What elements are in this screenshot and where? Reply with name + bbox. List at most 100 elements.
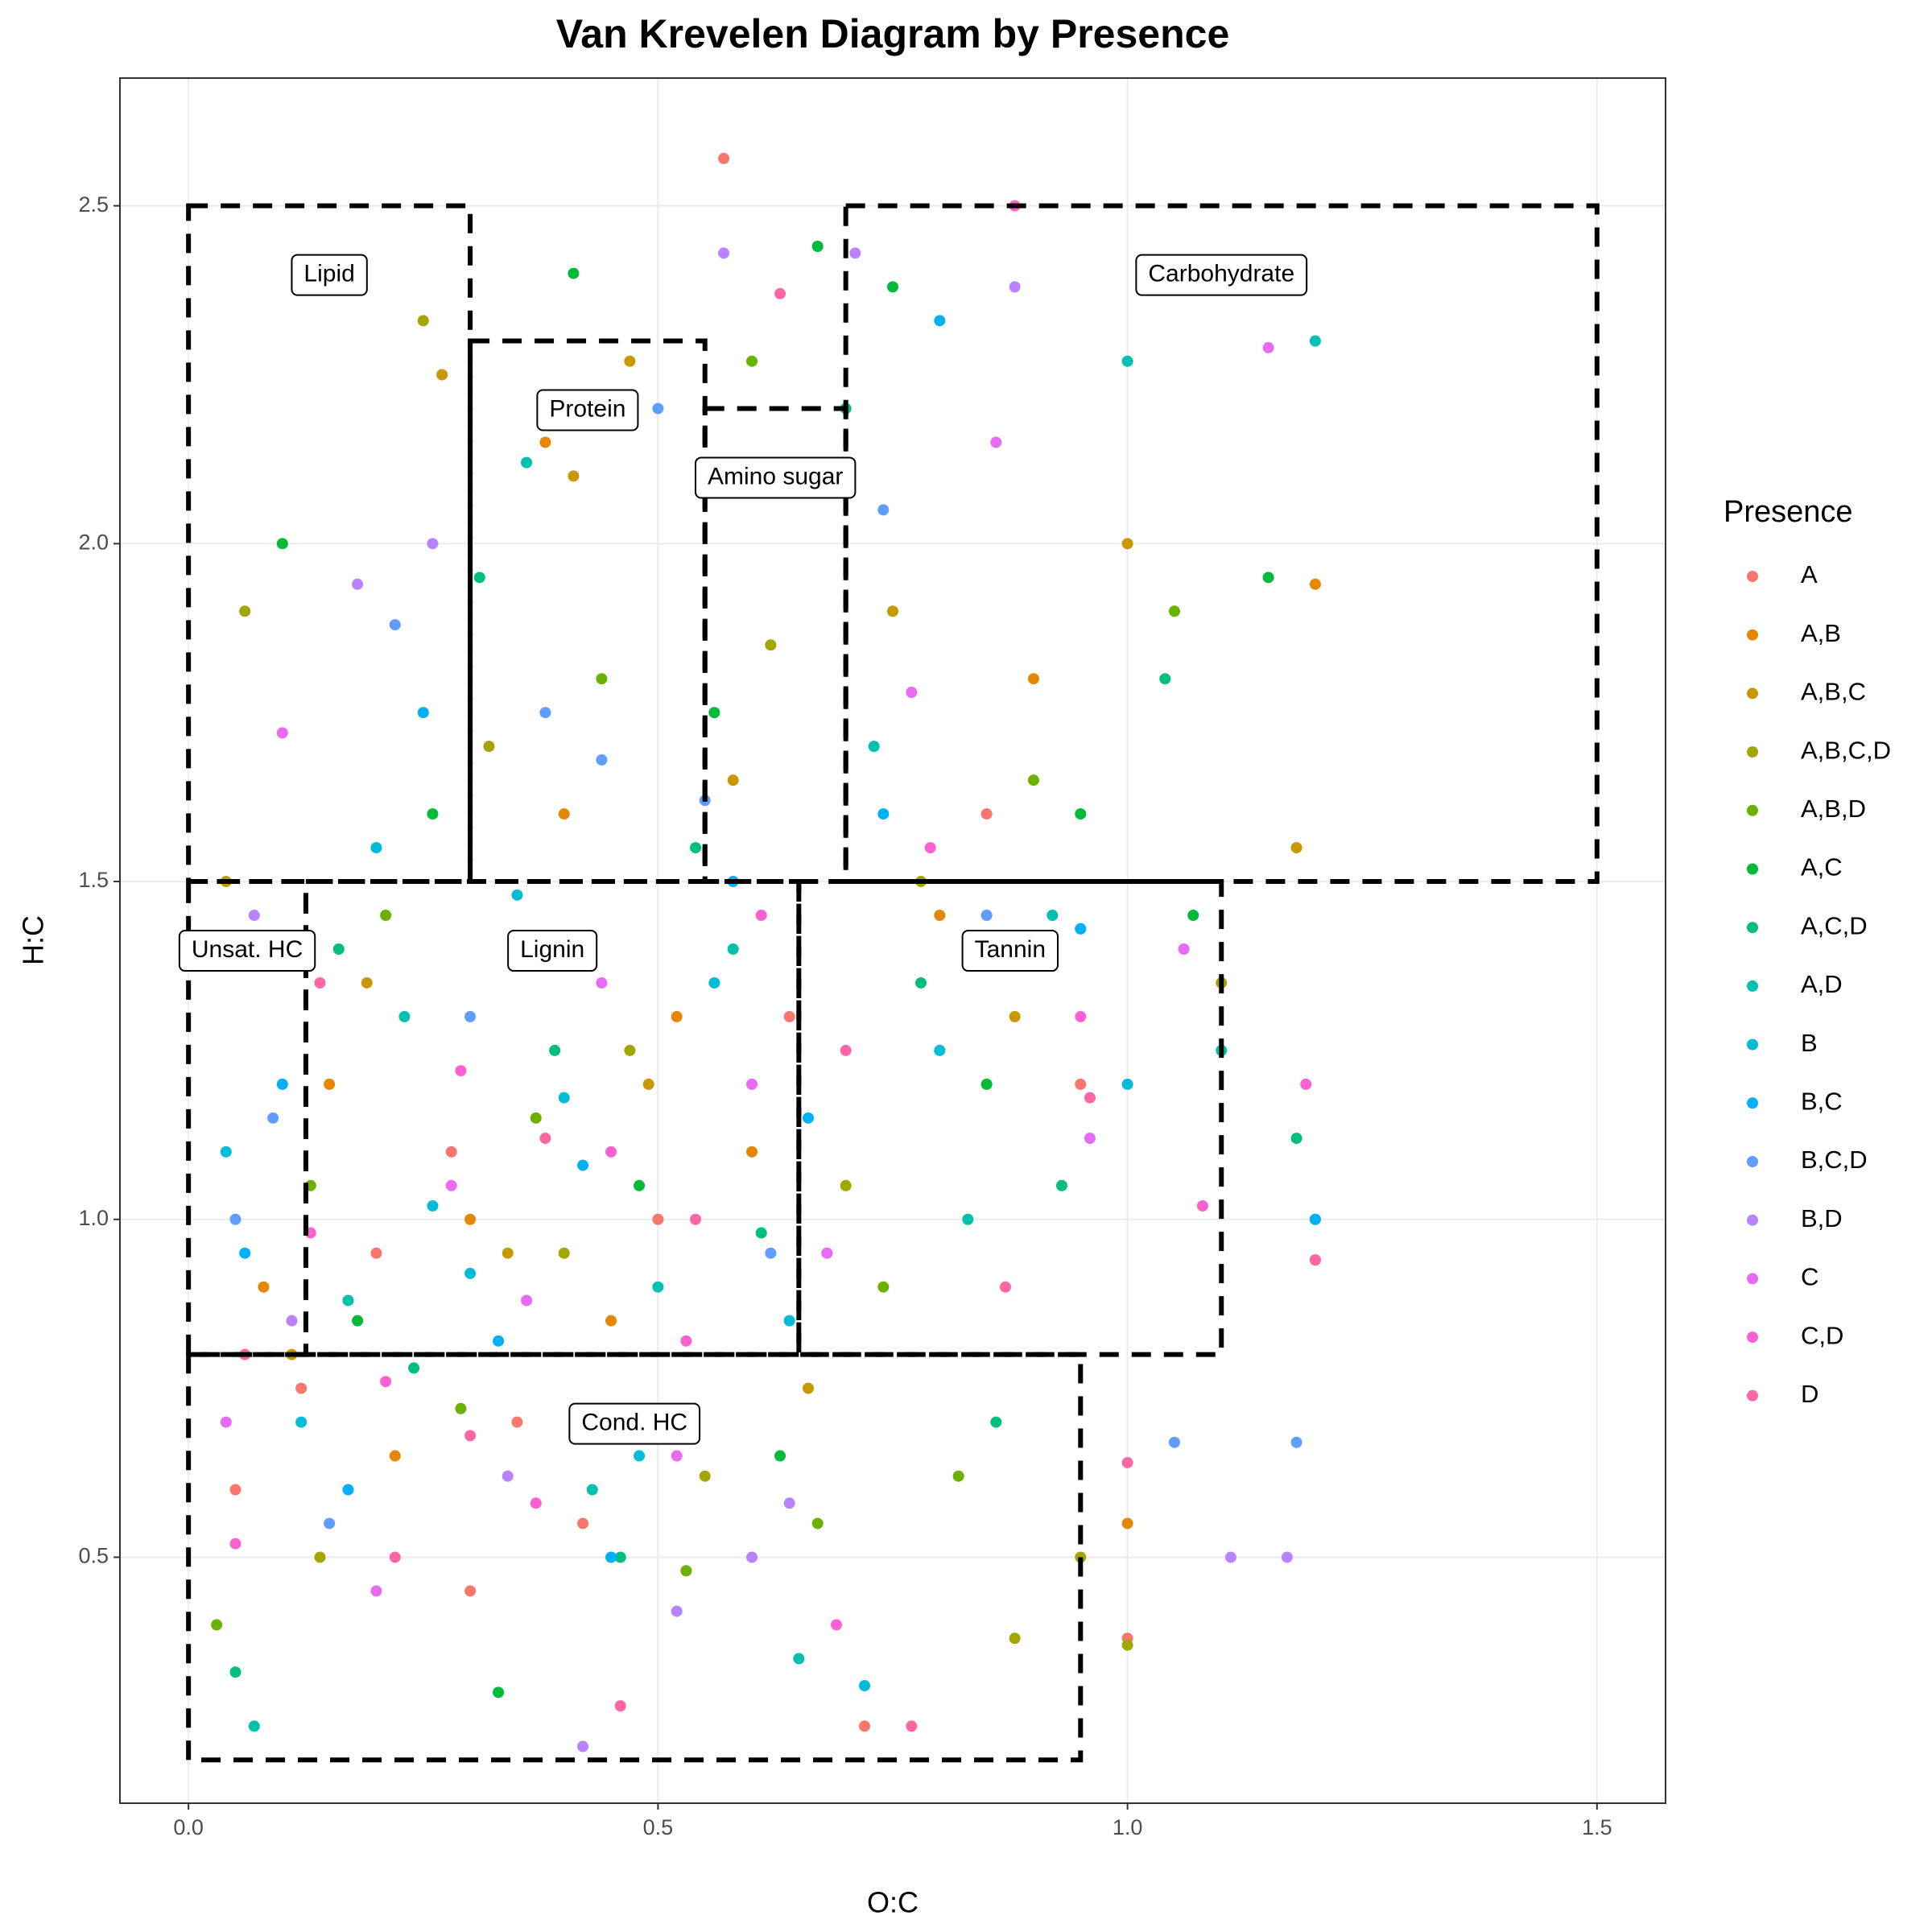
point [502,1247,514,1259]
x-tick-label: 0.0 [173,1815,204,1839]
point [877,504,890,516]
point [389,1551,401,1563]
point [680,1565,692,1577]
point [577,1517,589,1530]
region-label: Lipid [303,261,354,287]
x-axis-label: O:C [867,1886,919,1919]
point [811,241,824,253]
legend-label: A,B,D [1801,795,1866,823]
point [389,1450,401,1462]
point [370,1247,382,1259]
point [614,1700,626,1712]
legend-label: B,C,D [1801,1146,1868,1174]
legend-label: A,C,D [1801,911,1868,939]
point [774,287,786,299]
chart-title: Van Krevelen Diagram by Presence [556,11,1230,56]
point [1075,808,1087,820]
point [1159,673,1171,685]
point [1121,1456,1133,1468]
point [596,976,608,989]
point [1121,355,1133,367]
point [924,842,936,854]
point [1075,1078,1087,1090]
point [417,315,429,327]
point [990,1416,1002,1428]
point [1290,1436,1302,1448]
point [558,1092,570,1104]
point [229,1484,242,1496]
point [464,1213,477,1225]
point [1075,1551,1087,1563]
y-tick-label: 1.5 [78,868,109,892]
point [239,605,251,617]
point [248,1720,260,1732]
point [803,1382,815,1394]
legend-label: B,D [1801,1204,1843,1232]
legend-label: A [1801,560,1818,588]
point [1224,1551,1236,1563]
point [1009,1633,1021,1645]
point [642,1078,654,1090]
point [483,741,495,753]
point [746,1078,758,1090]
point [445,1179,457,1191]
point [962,1213,974,1225]
point [774,1450,786,1462]
point [521,1294,533,1307]
point [558,808,570,820]
legend-label: C,D [1801,1321,1843,1349]
point [220,1416,232,1428]
region-box [186,203,473,885]
point [417,707,429,719]
point [1300,1078,1312,1090]
point [624,1044,636,1056]
point [521,456,533,469]
point [980,910,993,922]
point [324,1078,336,1090]
point [1309,1213,1321,1225]
region-label-box [694,456,857,499]
point [887,281,898,293]
point [427,538,439,550]
point [408,1362,420,1374]
point [380,910,392,922]
point [493,1686,505,1699]
point [229,1538,242,1550]
point [690,842,702,854]
point [906,687,918,699]
point [1075,923,1087,935]
point [370,1585,382,1597]
legend-key [1747,1156,1758,1167]
legend-label: A,B [1801,619,1841,647]
legend-label: B [1801,1029,1818,1057]
region-label-box [178,930,316,972]
point [727,774,739,786]
point [699,1470,711,1482]
point [1309,1254,1321,1266]
point [1046,910,1059,922]
point [427,1199,439,1212]
point [934,910,946,922]
x-tick-label: 1.0 [1113,1815,1143,1839]
x-tick-label: 1.5 [1582,1815,1612,1839]
point [276,1078,288,1090]
region-label-box [568,1402,701,1445]
region-box [843,203,1600,885]
legend-label: A,B,C [1801,678,1866,706]
region-label-box [961,930,1059,972]
point [755,1227,767,1239]
point [1281,1551,1293,1563]
point [859,1720,871,1732]
plot-panel [120,78,1666,1803]
region-label-box [507,930,598,972]
point [746,355,758,367]
point [680,1335,692,1347]
point [530,1112,542,1124]
point [568,470,580,482]
point [577,1740,589,1752]
point [464,1010,477,1022]
point [1055,1179,1067,1191]
point [493,1335,505,1347]
point [727,943,739,955]
